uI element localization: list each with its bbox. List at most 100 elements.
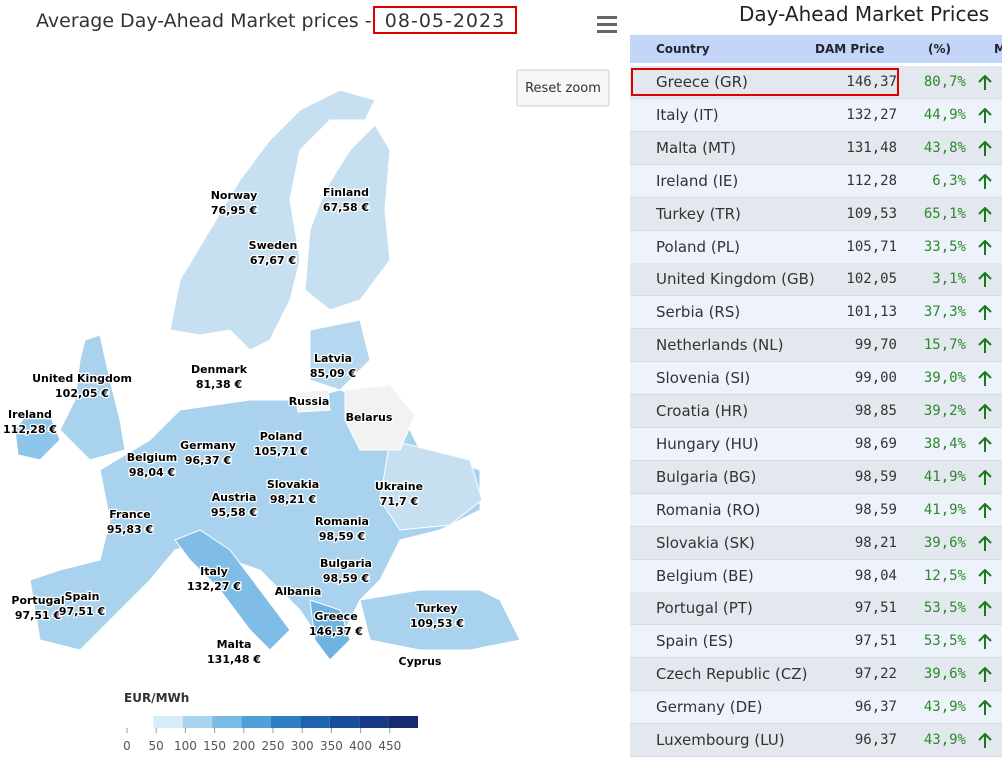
change: 3,1% — [932, 271, 966, 288]
country-name: Turkey — [416, 602, 457, 615]
change: 39,0% — [923, 370, 966, 387]
menu-icon[interactable] — [597, 16, 617, 33]
up-arrow — [978, 75, 992, 90]
country-price: 81,38 € — [196, 378, 242, 391]
country-name: Denmark — [191, 363, 248, 376]
legend-segment — [182, 716, 213, 728]
price: 98,21 — [854, 534, 897, 551]
up-arrow — [978, 700, 992, 716]
change: 53,5% — [923, 633, 966, 650]
map: Average Day-Ahead Market prices - 08-05-… — [2, 6, 617, 753]
country-price: 98,04 € — [129, 466, 175, 479]
country-price: 76,95 € — [211, 204, 257, 217]
country-price: 105,71 € — [254, 445, 308, 458]
country-name: Spain — [65, 590, 100, 603]
table-row: Belgium (BE) 98,04 12,5% — [630, 559, 1002, 593]
table-header: Country DAM Price (%) M — [630, 35, 1002, 63]
reset-zoom-button[interactable]: Reset zoom — [516, 69, 610, 107]
country: Germany (DE) — [656, 698, 763, 717]
country-name: United Kingdom — [32, 372, 132, 385]
country-name: Bulgaria — [320, 557, 372, 570]
change: 53,5% — [923, 600, 966, 617]
column-header: (%) — [928, 42, 951, 56]
country: Poland (PL) — [656, 237, 740, 256]
country: Spain (ES) — [656, 632, 734, 651]
up-arrow — [978, 667, 992, 683]
price: 98,69 — [854, 435, 897, 452]
country: Belgium (BE) — [656, 566, 754, 585]
country: Greece (GR) — [656, 73, 748, 91]
country: Netherlands (NL) — [656, 336, 784, 355]
table-row: Romania (RO) 98,59 41,9% — [630, 493, 1002, 527]
map-title: Average Day-Ahead Market prices - — [36, 10, 372, 32]
change: 33,5% — [923, 238, 966, 255]
row-highlight — [631, 68, 899, 96]
change: 43,9% — [923, 732, 966, 748]
up-arrow — [978, 305, 992, 321]
country: Portugal (PT) — [656, 599, 753, 618]
up-arrow — [978, 107, 992, 123]
country-name: Austria — [212, 491, 257, 504]
country: Slovenia (SI) — [656, 369, 751, 388]
table-row: Slovakia (SK) 98,21 39,6% — [630, 526, 1002, 560]
country-price: 98,59 € — [319, 530, 365, 543]
table-row: Netherlands (NL) 99,70 15,7% — [630, 329, 1002, 363]
column-header: M — [994, 42, 1002, 56]
country-price: 95,83 € — [107, 523, 153, 536]
country-price: 85,09 € — [310, 367, 356, 380]
country-name: Norway — [211, 189, 258, 202]
country-name: Albania — [275, 585, 322, 598]
up-arrow — [978, 502, 992, 518]
country-price: 109,53 € — [410, 617, 464, 630]
legend-segment — [300, 716, 330, 728]
legend-tick-label: 200 — [232, 739, 255, 753]
change: 41,9% — [923, 468, 966, 485]
change: 39,6% — [923, 666, 966, 683]
up-arrow — [978, 568, 992, 584]
legend-tick-label: 400 — [349, 739, 372, 753]
table-row: Hungary (HU) 98,69 38,4% — [630, 427, 1002, 461]
country: Turkey (TR) — [656, 204, 741, 223]
country-name: Slovakia — [267, 478, 319, 491]
country-price: 97,51 € — [15, 609, 61, 622]
up-arrow — [978, 436, 992, 452]
legend-tick-label: 350 — [320, 739, 343, 753]
up-arrow — [978, 535, 992, 551]
table-row: Croatia (HR) 98,85 39,2% — [630, 395, 1002, 428]
price: 131,48 — [846, 139, 897, 156]
price: 105,71 — [846, 238, 897, 255]
country: Italy (IT) — [656, 105, 719, 124]
country-name: Belarus — [346, 411, 393, 424]
country: United Kingdom (GB) — [656, 270, 815, 289]
change: 39,2% — [923, 403, 966, 419]
legend-segment — [212, 716, 242, 728]
price: 97,51 — [854, 600, 897, 617]
button-label[interactable]: Reset zoom — [525, 81, 601, 96]
up-arrow — [978, 173, 992, 189]
change: 12,5% — [923, 567, 966, 584]
country-price: 98,59 € — [323, 572, 369, 585]
legend-segment — [329, 716, 360, 728]
country-name: Russia — [289, 395, 330, 408]
country: Luxembourg (LU) — [656, 731, 785, 749]
country-name: Malta — [217, 638, 252, 651]
country-name: Germany — [180, 439, 236, 452]
legend-tick-label: 450 — [378, 739, 401, 753]
change: 15,7% — [923, 337, 966, 354]
country-name: Ukraine — [375, 480, 423, 493]
price: 98,04 — [854, 567, 897, 584]
country: Malta (MT) — [656, 138, 736, 157]
table-row: Bulgaria (BG) 98,59 41,9% — [630, 460, 1002, 494]
country: Romania (RO) — [656, 500, 761, 519]
country-price: 67,58 € — [323, 201, 369, 214]
country-price: 131,48 € — [207, 653, 261, 666]
table-title: Day-Ahead Market Prices — [739, 2, 990, 26]
change: 43,8% — [923, 139, 966, 156]
up-arrow — [978, 404, 992, 419]
table-row: Germany (DE) 96,37 43,9% — [630, 691, 1002, 725]
up-arrow — [978, 272, 992, 288]
table-panel: Day-Ahead Market Prices Country DAM Price… — [630, 0, 1002, 757]
up-arrow — [978, 634, 992, 650]
change: 44,9% — [923, 106, 966, 123]
